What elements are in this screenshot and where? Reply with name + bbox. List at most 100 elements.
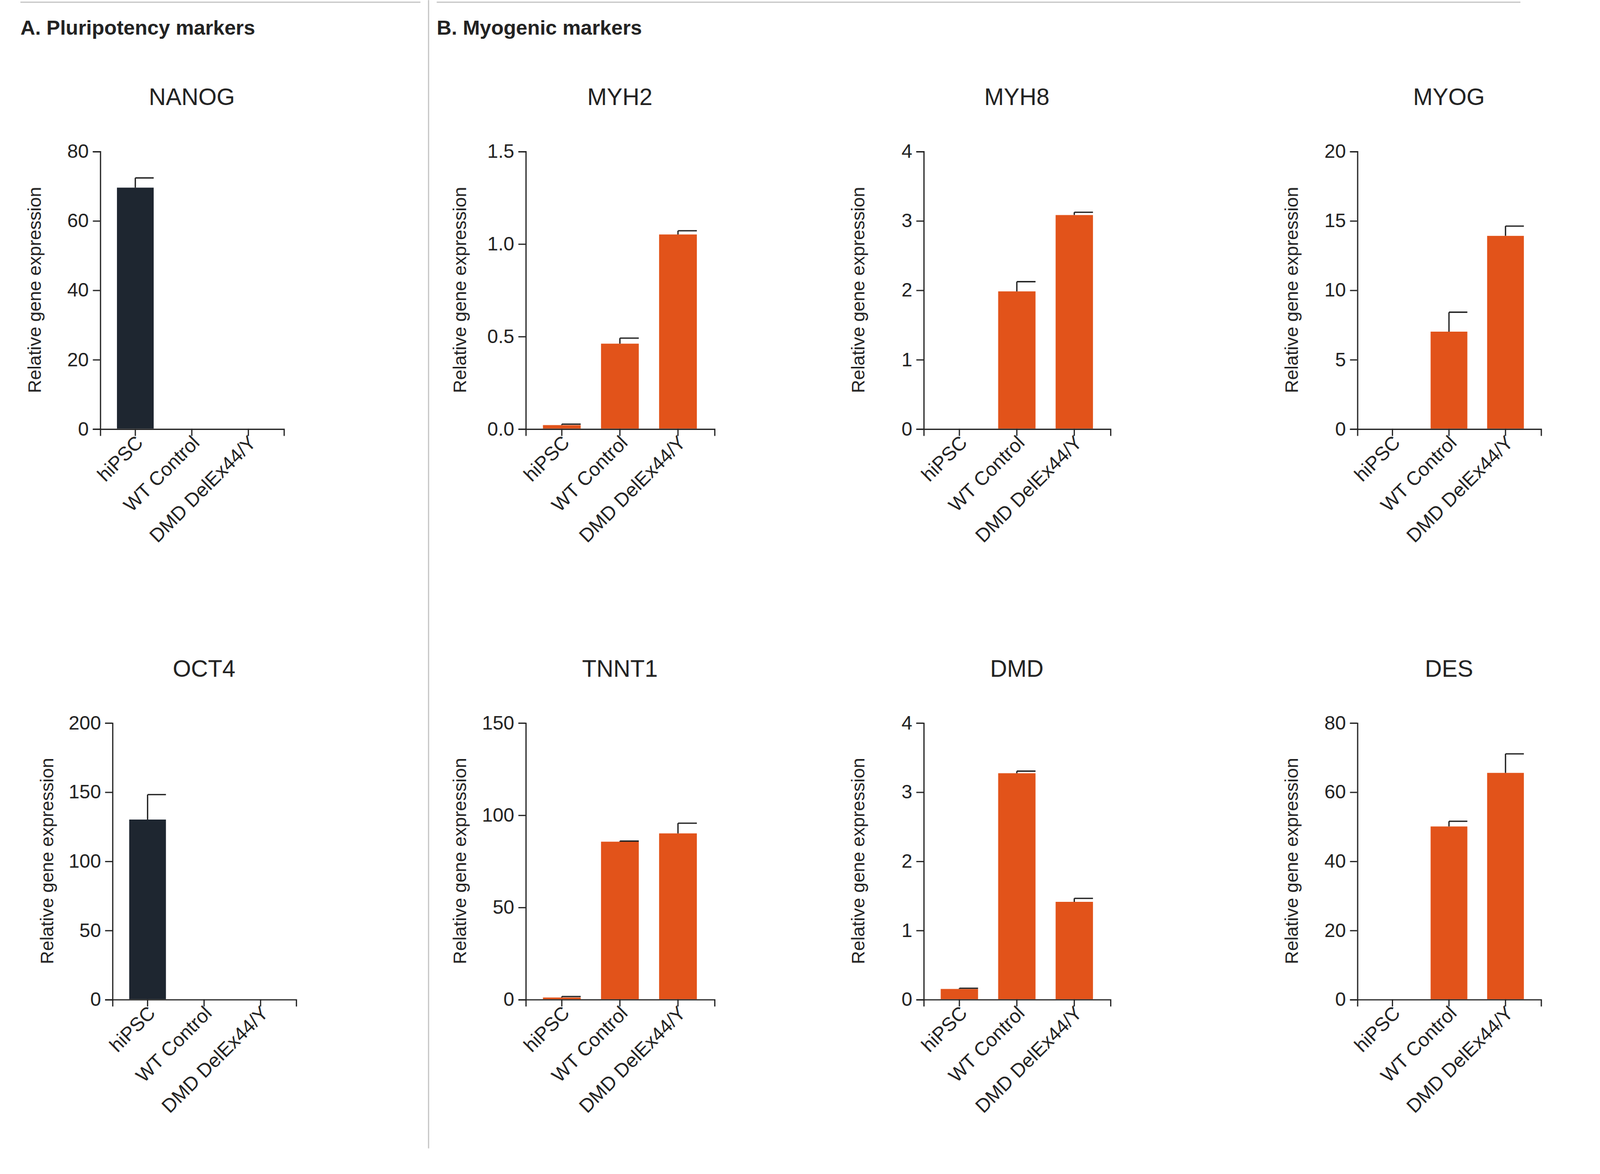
tick: 0 (1335, 988, 1358, 1010)
chart-title: NANOG (148, 83, 235, 111)
tick-label: 4 (901, 140, 913, 162)
tick-mark (1350, 428, 1358, 430)
tick: hiPSC (93, 428, 148, 486)
divider (427, 0, 429, 1148)
error-bar-cap (1017, 280, 1036, 283)
tick-label: 100 (482, 803, 515, 826)
chart-title: TNNT1 (581, 655, 658, 682)
tick-label: 3 (901, 209, 913, 232)
tick-label: hiPSC (1350, 431, 1405, 486)
tick-label: DMD DelEx44/Y (574, 1001, 691, 1117)
tick: DMD DelEx44/Y (1402, 428, 1518, 547)
tick-label: hiPSC (93, 431, 148, 486)
error-bar-cap (561, 423, 581, 426)
tick: 5 (1335, 348, 1358, 371)
chart-panel: MYH8Relative gene expression01234hiPSCWT… (847, 83, 1111, 547)
tick: DMD DelEx44/Y (970, 428, 1087, 547)
tick-mark (1350, 860, 1358, 862)
axis-title: Relative gene expression (847, 757, 869, 965)
tick-mark (518, 243, 526, 245)
tick-mark (1350, 359, 1358, 361)
bar (601, 343, 639, 429)
tick-label: 3 (901, 780, 913, 803)
tick-mark (916, 359, 924, 361)
error-bar-stem (1504, 226, 1507, 236)
tick-label: 2 (901, 849, 913, 872)
plot-area (1430, 753, 1524, 999)
tick-mark (93, 359, 101, 361)
error-bar (1448, 820, 1468, 827)
error-bar-stem (1015, 281, 1018, 292)
bar (543, 997, 581, 1000)
axis-title: Relative gene expression (449, 757, 471, 965)
tick-label: 0.5 (487, 325, 515, 348)
tick: hiPSC (519, 998, 574, 1056)
x-axis: hiPSCWT ControlDMD DelEx44/Y (1350, 428, 1542, 547)
tick-label: 150 (482, 711, 515, 734)
tick-label: 0.0 (487, 417, 515, 440)
error-bar (619, 337, 639, 344)
tick-label: 0 (901, 988, 913, 1010)
tick-mark (916, 428, 924, 430)
section-title: B. Myogenic markers (436, 16, 642, 39)
bar (998, 291, 1036, 429)
x-axis: hiPSCWT ControlDMD DelEx44/Y (1350, 998, 1542, 1117)
error-bar (959, 988, 979, 989)
tick-mark (518, 428, 526, 430)
tick-label: 80 (67, 140, 89, 162)
tick: 0 (78, 417, 101, 440)
axis-line (1350, 151, 1358, 430)
tick: 40 (1324, 849, 1357, 872)
tick-mark (518, 722, 526, 724)
tick-label: hiPSC (105, 1001, 160, 1056)
tick-label: DMD DelEx44/Y (1402, 1001, 1518, 1117)
axis-line (105, 723, 113, 1000)
tick-label: 0 (1335, 988, 1347, 1010)
y-axis: 01234 (901, 711, 925, 1011)
chart-panel: OCT4Relative gene expression050100150200… (36, 655, 297, 1117)
x-axis: hiPSCWT ControlDMD DelEx44/Y (519, 428, 715, 547)
tick: 80 (1324, 711, 1357, 734)
tick-mark (916, 151, 924, 153)
tick-label: 0 (90, 988, 101, 1010)
bar (659, 234, 697, 429)
tick-mark (916, 220, 924, 222)
tick-label: 1.5 (487, 140, 515, 162)
tick: 50 (492, 895, 526, 918)
tick: 0 (901, 417, 924, 440)
tick-mark (518, 998, 526, 1000)
error-bar (619, 841, 639, 842)
bar (601, 841, 639, 1000)
chart-title: OCT4 (172, 655, 236, 682)
chart-title: DMD (990, 655, 1044, 682)
tick: 1 (901, 348, 924, 371)
axis-title: Relative gene expression (1281, 186, 1303, 394)
chart-panel: MYH2Relative gene expression0.00.51.01.5… (449, 83, 715, 547)
tick-label: DMD DelEx44/Y (144, 431, 261, 547)
tick-label: 40 (1324, 849, 1347, 872)
tick-label: 20 (1324, 140, 1347, 162)
error-bar-cap (1448, 820, 1468, 822)
error-bar-cap (1505, 753, 1524, 755)
axis-title: Relative gene expression (36, 757, 58, 965)
error-bar-cap (678, 822, 697, 825)
error-bar-cap (135, 177, 155, 179)
plot-area (116, 177, 154, 429)
tick: 0 (1335, 417, 1358, 440)
y-axis: 05101520 (1324, 140, 1358, 440)
tick-label: hiPSC (519, 431, 574, 486)
tick: 4 (901, 140, 924, 162)
chart-title: MYH2 (587, 83, 653, 111)
error-bar (135, 177, 155, 188)
tick: 4 (901, 711, 924, 734)
axis-title: Relative gene expression (1281, 757, 1303, 965)
error-bar-stem (134, 177, 137, 188)
bar (129, 819, 167, 999)
error-bar-cap (678, 230, 697, 232)
bar (940, 988, 979, 999)
plot-area (543, 823, 698, 999)
error-bar (1505, 753, 1524, 773)
tick-mark (1350, 791, 1358, 793)
tick-label: 20 (67, 348, 89, 371)
tick: 20 (67, 348, 100, 371)
